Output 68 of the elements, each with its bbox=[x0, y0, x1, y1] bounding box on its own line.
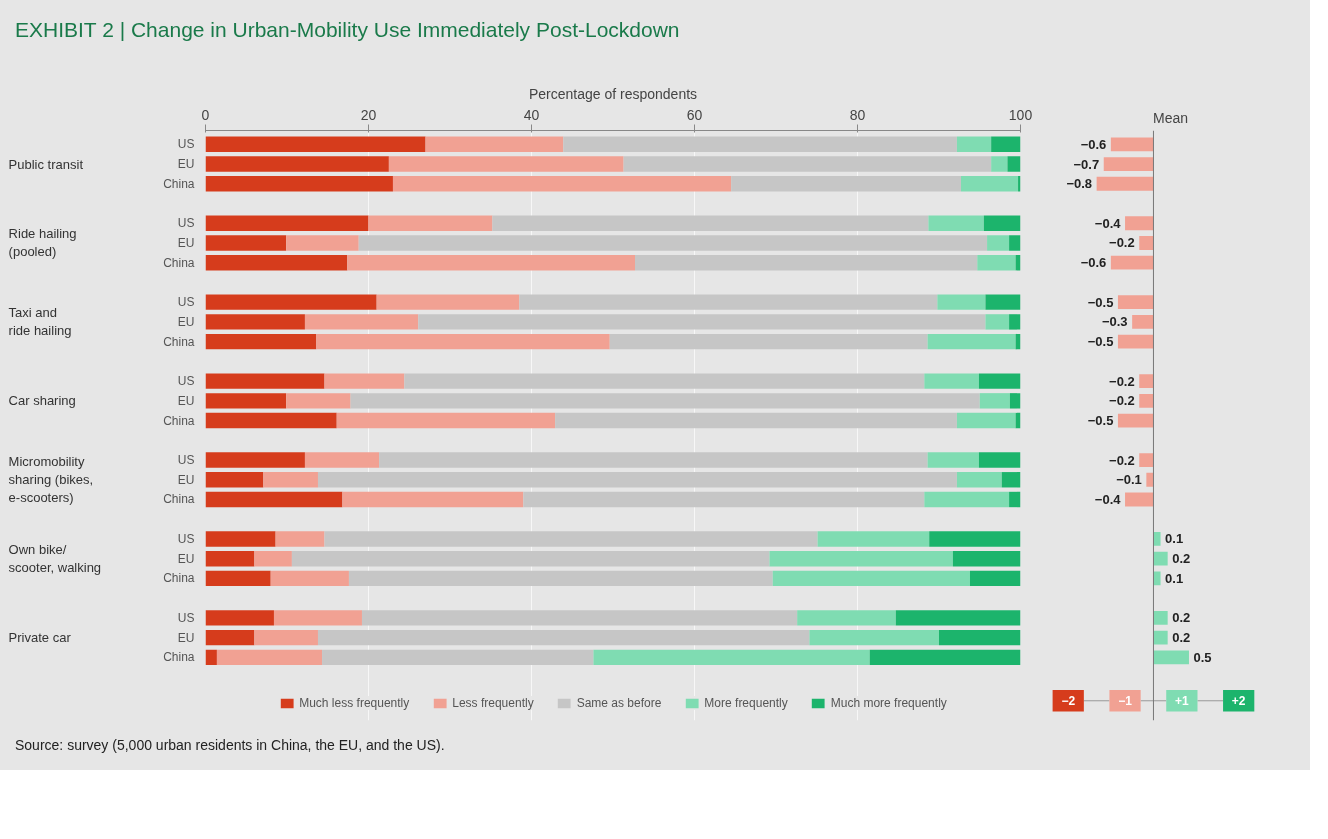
text: +1 bbox=[1175, 694, 1190, 709]
data-label: 0.2 bbox=[1172, 630, 1191, 646]
text: Micromobility sharing (bikes, e-scooters) bbox=[8, 454, 94, 506]
x-tick-label: 0 bbox=[201, 106, 210, 123]
legend-label: Same as before bbox=[576, 696, 662, 710]
x-axis-title: Percentage of respondents bbox=[528, 85, 698, 102]
data-label: −0.6 bbox=[1080, 136, 1107, 152]
x-tick-label: 80 bbox=[849, 106, 866, 123]
text: +2 bbox=[1231, 694, 1246, 709]
legend-label: Much more frequently bbox=[830, 696, 947, 710]
text: Public transit bbox=[8, 156, 84, 172]
x-tick-label: 20 bbox=[360, 106, 377, 123]
x-tick-label: 100 bbox=[1008, 106, 1033, 123]
data-label: 0.1 bbox=[1165, 531, 1184, 547]
x-tick-label: 40 bbox=[523, 106, 540, 123]
data-label: −0.2 bbox=[1109, 235, 1135, 251]
text: −2 bbox=[1061, 694, 1076, 709]
y-tick-label: EU bbox=[177, 157, 195, 172]
text: Private car bbox=[8, 630, 72, 646]
data-label: 0.2 bbox=[1172, 551, 1191, 567]
y-tick-label: China bbox=[163, 334, 195, 349]
y-tick-label: EU bbox=[177, 630, 195, 645]
data-label: 0.2 bbox=[1172, 610, 1191, 626]
legend-label: Much less frequently bbox=[299, 696, 410, 710]
y-tick-label: US bbox=[177, 453, 195, 468]
data-label: 0.1 bbox=[1165, 570, 1184, 586]
chart-title: Mean bbox=[1152, 109, 1189, 126]
y-tick-label: US bbox=[177, 216, 195, 231]
y-tick-label: China bbox=[163, 255, 195, 270]
y-tick-label: China bbox=[163, 413, 195, 428]
data-label: −0.2 bbox=[1109, 373, 1135, 389]
y-tick-label: China bbox=[163, 650, 195, 665]
y-tick-label: US bbox=[177, 531, 195, 546]
y-tick-label: EU bbox=[177, 472, 195, 487]
y-tick-label: China bbox=[163, 492, 195, 507]
data-label: 0.5 bbox=[1193, 649, 1212, 665]
data-label: −0.5 bbox=[1087, 294, 1114, 310]
source-note: Source: survey (5,000 urban residents in China, the EU, and the US). bbox=[15, 736, 445, 755]
chart-title: EXHIBIT 2 | Change in Urban-Mobility Use Immediately Post-Lockdown bbox=[15, 17, 680, 43]
data-label: −0.5 bbox=[1087, 413, 1114, 429]
data-label: −0.4 bbox=[1094, 492, 1122, 507]
legend-label: Less frequently bbox=[452, 696, 534, 710]
text: Taxi and ride hailing bbox=[8, 305, 72, 339]
x-tick-label: 60 bbox=[686, 106, 703, 123]
text: Ride hailing (pooled) bbox=[8, 226, 77, 260]
y-tick-label: US bbox=[177, 137, 195, 152]
text: Car sharing bbox=[8, 393, 76, 409]
data-label: −0.8 bbox=[1066, 176, 1093, 192]
y-tick-label: US bbox=[177, 374, 195, 389]
y-tick-label: EU bbox=[177, 393, 195, 408]
data-label: −0.4 bbox=[1094, 215, 1122, 231]
text: −1 bbox=[1118, 694, 1133, 709]
legend-label: More frequently bbox=[704, 696, 788, 710]
y-tick-label: US bbox=[177, 610, 195, 625]
data-label: −0.5 bbox=[1087, 334, 1114, 350]
y-tick-label: EU bbox=[177, 235, 195, 250]
text: Own bike/ scooter, walking bbox=[8, 542, 102, 576]
data-label: −0.1 bbox=[1116, 472, 1142, 488]
y-tick-label: China bbox=[163, 176, 195, 191]
data-label: −0.2 bbox=[1109, 393, 1135, 409]
y-tick-label: China bbox=[163, 571, 195, 586]
y-tick-label: EU bbox=[177, 314, 195, 329]
data-label: −0.3 bbox=[1101, 314, 1128, 330]
y-tick-label: EU bbox=[177, 551, 195, 566]
data-label: −0.6 bbox=[1080, 255, 1107, 271]
data-label: −0.7 bbox=[1073, 156, 1100, 172]
data-label: −0.2 bbox=[1109, 452, 1135, 468]
y-tick-label: US bbox=[177, 295, 195, 310]
